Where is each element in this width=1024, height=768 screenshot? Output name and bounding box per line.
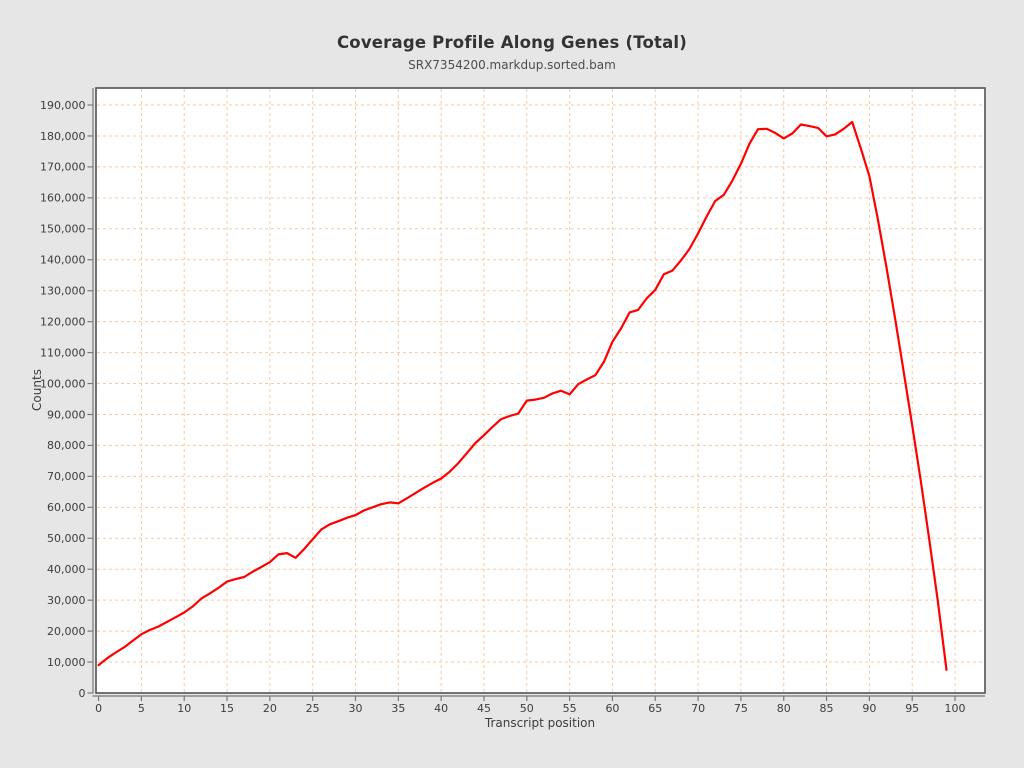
x-tick-label: 90: [862, 702, 876, 715]
y-tick-label: 140,000: [40, 254, 86, 267]
y-tick-label: 30,000: [47, 594, 86, 607]
x-tick-label: 80: [777, 702, 791, 715]
x-tick-label: 100: [945, 702, 966, 715]
coverage-line: [97, 120, 948, 671]
plot-frame-overlay: [95, 87, 986, 694]
x-tick-label: 40: [434, 702, 448, 715]
x-tick-label: 30: [349, 702, 363, 715]
x-tick-label: 35: [391, 702, 405, 715]
x-tick-label: 70: [691, 702, 705, 715]
x-tick-label: 0: [95, 702, 102, 715]
y-tick-label: 60,000: [47, 501, 86, 514]
y-tick-label: 10,000: [47, 656, 86, 669]
gridlines: [97, 89, 984, 692]
plot-frame: [95, 87, 986, 694]
y-tick-label: 50,000: [47, 532, 86, 545]
x-tick-label: 15: [220, 702, 234, 715]
x-tick-label: 25: [306, 702, 320, 715]
y-tick-label: 180,000: [40, 130, 86, 143]
axes: [92, 88, 985, 697]
y-tick-label: 80,000: [47, 439, 86, 452]
x-tick-label: 45: [477, 702, 491, 715]
y-tick-label: 0: [79, 687, 86, 700]
tick-marks: [87, 104, 956, 701]
chart-subtitle: SRX7354200.markdup.sorted.bam: [408, 58, 616, 72]
y-tick-label: 170,000: [40, 161, 86, 174]
y-tick-label: 160,000: [40, 192, 86, 205]
x-tick-label: 55: [563, 702, 577, 715]
x-tick-label: 20: [263, 702, 277, 715]
y-tick-label: 150,000: [40, 223, 86, 236]
x-tick-label: 10: [177, 702, 191, 715]
chart-title: Coverage Profile Along Genes (Total): [336, 33, 688, 52]
x-tick-label: 95: [905, 702, 919, 715]
x-tick-label: 65: [648, 702, 662, 715]
y-tick-label: 130,000: [40, 284, 86, 297]
y-axis-title: Counts: [30, 369, 44, 411]
x-tick-label: 50: [520, 702, 534, 715]
y-tick-label: 90,000: [47, 408, 86, 421]
x-axis-title: Transcript position: [484, 716, 596, 730]
y-tick-label: 70,000: [47, 470, 86, 483]
x-tick-label: 60: [605, 702, 619, 715]
x-tick-label: 85: [820, 702, 834, 715]
x-tick-label: 5: [138, 702, 145, 715]
y-tick-label: 120,000: [40, 315, 86, 328]
y-tick-label: 110,000: [40, 346, 86, 359]
y-tick-label: 190,000: [40, 99, 86, 112]
y-tick-label: 100,000: [40, 377, 86, 390]
x-tick-label: 75: [734, 702, 748, 715]
y-tick-label: 40,000: [47, 563, 86, 576]
y-tick-label: 20,000: [47, 625, 86, 638]
tick-labels: 0 5 10 15 20 25 30 35 40 45 50 55 60 65 70 75 80 85 90 95 10…: [40, 99, 966, 715]
